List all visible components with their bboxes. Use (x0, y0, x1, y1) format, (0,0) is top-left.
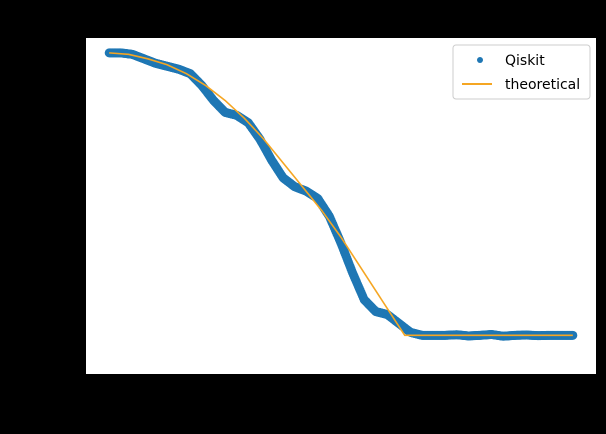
data-layer (104, 48, 578, 341)
legend-label-qiskit: Qiskit (505, 53, 545, 69)
legend-box (452, 44, 591, 100)
series-theoretical-line (109, 52, 573, 337)
legend: Qiskit theoretical (452, 44, 591, 100)
legend-label-theoretical: theoretical (505, 77, 580, 93)
legend-marker-qiskit (477, 57, 483, 63)
